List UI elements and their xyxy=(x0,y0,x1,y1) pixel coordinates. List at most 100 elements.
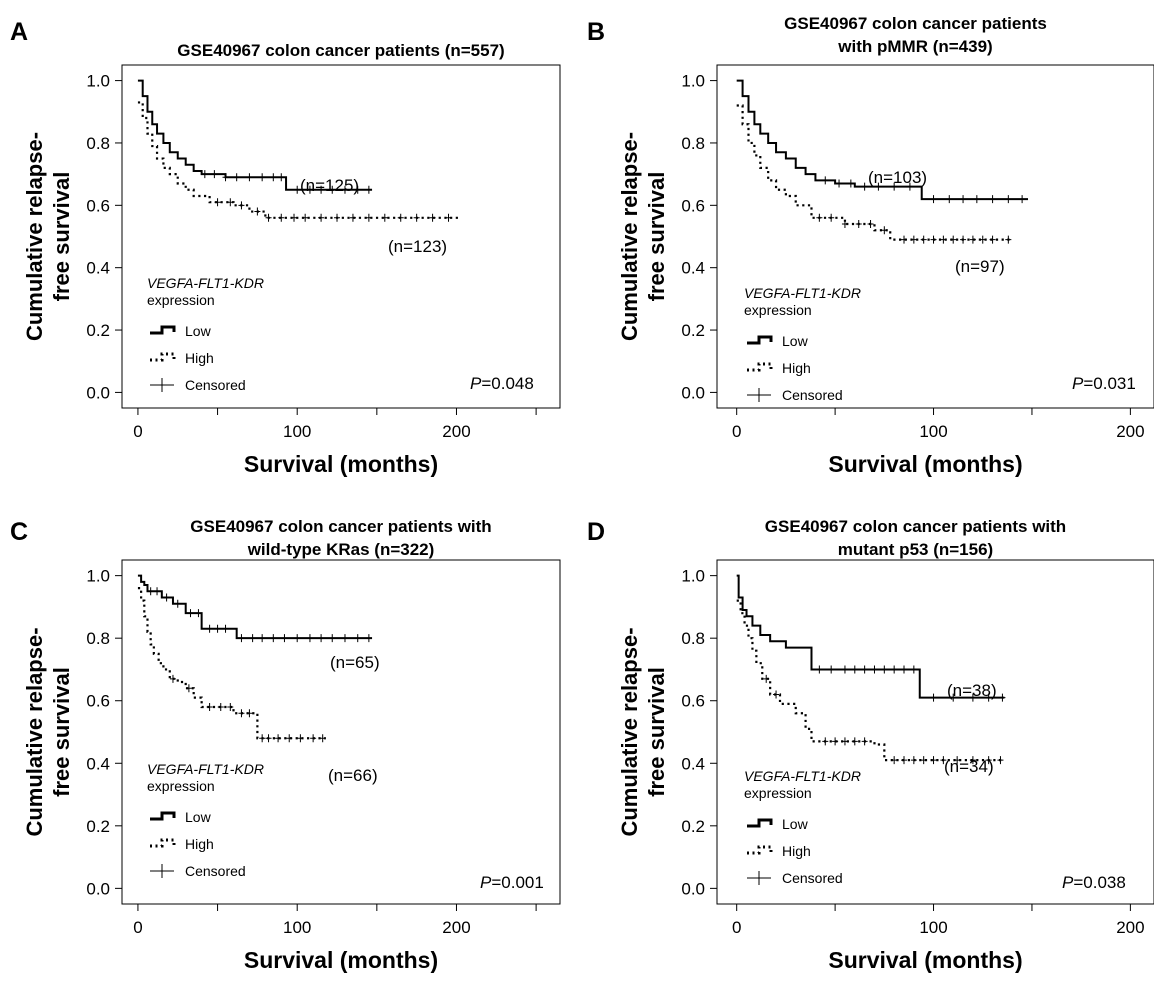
p-value: P=0.048 xyxy=(470,374,534,393)
censor-mark xyxy=(855,220,862,229)
legend-swatch-low xyxy=(150,325,176,335)
censor-mark xyxy=(891,182,898,191)
censor-mark xyxy=(222,624,229,633)
panel-letter: D xyxy=(587,518,605,546)
legend-swatch-high xyxy=(150,352,176,362)
censor-mark xyxy=(354,634,361,643)
censor-mark xyxy=(318,634,325,643)
censor-mark xyxy=(291,213,298,222)
x-tick-label: 0 xyxy=(732,422,741,441)
y-axis-label: free survival xyxy=(644,172,669,302)
n-label-low: (n=125) xyxy=(300,176,359,195)
km-panel-b: B GSE40967 colon cancer patients with pMMR… xyxy=(577,0,1154,495)
censor-mark xyxy=(238,634,245,643)
censor-mark xyxy=(973,195,980,204)
y-tick-label: 0.8 xyxy=(681,134,705,153)
legend-swatch-censored xyxy=(150,378,174,392)
censor-mark xyxy=(222,173,229,182)
censor-mark xyxy=(822,176,829,185)
legend-subtitle: expression xyxy=(147,778,215,794)
legend-title: VEGFA-FLT1-KDR xyxy=(147,275,264,291)
legend-swatch-censored xyxy=(747,388,771,402)
censor-mark xyxy=(217,702,224,711)
legend-swatch-high xyxy=(150,838,176,848)
series-line-low xyxy=(137,79,373,191)
censor-mark xyxy=(946,195,953,204)
censor-mark xyxy=(950,693,957,702)
x-axis-label: Survival (months) xyxy=(244,947,438,973)
censor-mark xyxy=(851,665,858,674)
censor-mark xyxy=(861,665,868,674)
censor-mark xyxy=(306,185,313,194)
y-tick-label: 1.0 xyxy=(86,72,110,91)
censor-mark xyxy=(828,665,835,674)
censor-mark xyxy=(969,756,976,765)
censor-mark xyxy=(365,213,372,222)
y-axis-label: Cumulative relapse- xyxy=(617,132,642,341)
series-line-low xyxy=(736,79,1029,201)
legend-title: VEGFA-FLT1-KDR xyxy=(744,768,861,784)
series-line-high xyxy=(137,587,326,740)
p-value: P=0.001 xyxy=(480,873,544,892)
legend-swatch-censored xyxy=(150,864,174,878)
legend-swatch-low xyxy=(747,818,773,828)
chart-title: GSE40967 colon cancer patients xyxy=(784,14,1047,33)
x-tick-label: 200 xyxy=(442,918,470,937)
y-tick-label: 0.4 xyxy=(681,259,705,278)
censor-mark xyxy=(901,235,908,244)
chart-title: GSE40967 colon cancer patients with xyxy=(765,517,1066,536)
legend-item-high: High xyxy=(185,350,214,366)
y-tick-label: 0.8 xyxy=(86,134,110,153)
censor-mark xyxy=(940,756,947,765)
x-axis-label: Survival (months) xyxy=(828,947,1022,973)
censor-mark xyxy=(871,665,878,674)
censor-mark xyxy=(246,709,253,718)
censor-mark xyxy=(206,624,213,633)
censor-mark xyxy=(278,173,285,182)
panel-letter: B xyxy=(587,18,605,46)
censor-mark xyxy=(861,737,868,746)
legend-subtitle: expression xyxy=(744,302,812,318)
chart-title: GSE40967 colon cancer patients with xyxy=(190,517,491,536)
km-chart-svg: B GSE40967 colon cancer patients with pMMR… xyxy=(587,14,1154,477)
censor-mark xyxy=(238,201,245,210)
legend-item-high: High xyxy=(782,360,811,376)
censor-mark xyxy=(310,734,317,743)
censor-mark xyxy=(954,756,961,765)
legend-item-low: Low xyxy=(782,816,809,832)
censor-mark xyxy=(1005,235,1012,244)
y-tick-label: 0.2 xyxy=(681,321,705,340)
censor-mark xyxy=(365,185,372,194)
censor-mark xyxy=(381,213,388,222)
censor-mark xyxy=(960,195,967,204)
x-axis-label: Survival (months) xyxy=(244,451,438,477)
legend-item-censored: Censored xyxy=(782,870,843,886)
plot-frame xyxy=(121,559,561,905)
censor-mark xyxy=(341,185,348,194)
censor-mark xyxy=(185,684,192,693)
censor-mark xyxy=(841,220,848,229)
plot-frame xyxy=(716,559,1154,905)
censor-mark xyxy=(214,198,221,207)
censor-mark xyxy=(329,634,336,643)
censor-mark xyxy=(206,702,213,711)
censor-mark xyxy=(1019,195,1026,204)
x-tick-label: 100 xyxy=(283,918,311,937)
censor-mark xyxy=(989,195,996,204)
censor-mark xyxy=(249,634,256,643)
legend-title: VEGFA-FLT1-KDR xyxy=(147,761,264,777)
n-label-low: (n=38) xyxy=(947,681,997,700)
censor-mark xyxy=(997,756,1004,765)
legend-swatch-censored xyxy=(747,871,771,885)
censor-mark xyxy=(930,693,937,702)
censor-mark xyxy=(773,690,780,699)
censor-mark xyxy=(989,235,996,244)
censor-mark xyxy=(169,674,176,683)
legend-item-censored: Censored xyxy=(782,387,843,403)
censor-mark xyxy=(211,170,218,179)
y-tick-label: 0.4 xyxy=(86,259,110,278)
panel-letter: A xyxy=(10,18,28,46)
y-axis-label: Cumulative relapse- xyxy=(22,132,47,341)
censor-mark xyxy=(867,220,874,229)
censor-mark xyxy=(861,182,868,191)
